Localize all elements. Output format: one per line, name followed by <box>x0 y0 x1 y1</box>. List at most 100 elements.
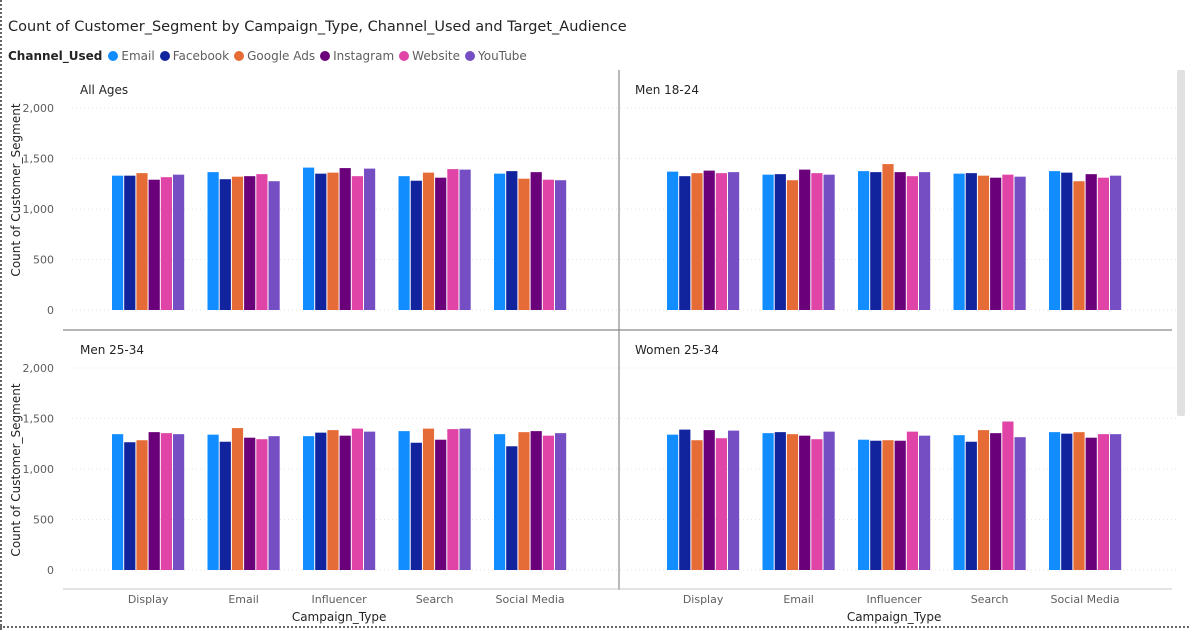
legend-label: Email <box>121 49 155 63</box>
bar-all-ages-influencer-google-ads <box>327 172 339 310</box>
bar-all-ages-display-google-ads <box>136 173 148 310</box>
y-tick-label: 0 <box>47 304 54 317</box>
bar-all-ages-email-website <box>256 174 268 310</box>
bar-men-18-24-social-media-email <box>1049 171 1061 310</box>
panel-label-men-18-24: Men 18-24 <box>635 83 699 97</box>
bar-all-ages-social-media-youtube <box>555 180 567 310</box>
bar-women-25-34-influencer-youtube <box>919 435 931 570</box>
bar-women-25-34-search-facebook <box>965 441 977 570</box>
bar-all-ages-influencer-facebook <box>315 173 327 310</box>
bar-women-25-34-search-youtube <box>1014 437 1026 570</box>
y-axis-title: Count of Customer_Segment <box>9 103 23 276</box>
bar-men-18-24-email-google-ads <box>786 180 799 310</box>
bar-men-25-34-social-media-email <box>494 434 506 570</box>
bar-men-18-24-search-website <box>1002 174 1014 310</box>
bar-women-25-34-email-instagram <box>799 435 811 570</box>
y-tick-label: 1,000 <box>23 203 55 216</box>
y-tick-label: 2,000 <box>23 362 55 375</box>
bar-women-25-34-email-youtube <box>823 431 835 570</box>
bar-men-25-34-social-media-facebook <box>506 446 518 570</box>
vertical-scrollbar[interactable] <box>1177 70 1185 416</box>
bar-men-18-24-display-youtube <box>728 172 740 310</box>
panel-label-all-ages: All Ages <box>80 83 128 97</box>
bar-women-25-34-influencer-facebook <box>870 440 882 570</box>
legend-marker <box>320 51 331 61</box>
bar-women-25-34-social-media-instagram <box>1085 437 1097 570</box>
bar-men-25-34-display-instagram <box>148 432 160 570</box>
bar-men-18-24-display-email <box>667 171 679 310</box>
bar-all-ages-search-google-ads <box>422 172 435 310</box>
frame-border-bottom <box>0 626 1189 628</box>
legend-label: Instagram <box>333 49 395 63</box>
bar-all-ages-display-instagram <box>148 179 160 310</box>
bar-men-18-24-email-website <box>811 173 823 310</box>
bar-men-18-24-search-google-ads <box>977 175 990 310</box>
bar-women-25-34-email-website <box>811 439 823 570</box>
bar-women-25-34-influencer-email <box>858 439 870 570</box>
bar-women-25-34-social-media-email <box>1049 432 1061 570</box>
bar-men-25-34-influencer-facebook <box>315 432 327 570</box>
bar-men-25-34-social-media-youtube <box>555 433 567 570</box>
bar-men-18-24-influencer-youtube <box>919 172 931 310</box>
x-axis-title: Campaign_Type <box>292 610 387 624</box>
bar-men-25-34-search-google-ads <box>422 428 435 570</box>
bar-women-25-34-display-facebook <box>679 429 691 570</box>
legend-item-youtube[interactable]: YouTube <box>465 49 527 63</box>
bar-all-ages-social-media-email <box>494 173 506 310</box>
legend-item-email[interactable]: Email <box>108 49 155 63</box>
legend-item-facebook[interactable]: Facebook <box>159 49 230 63</box>
bar-men-18-24-email-youtube <box>823 174 835 310</box>
legend-item-instagram[interactable]: Instagram <box>320 49 394 63</box>
bar-all-ages-display-email <box>112 175 124 310</box>
bar-men-25-34-influencer-email <box>303 436 315 570</box>
bar-men-18-24-social-media-website <box>1097 177 1109 310</box>
bar-all-ages-email-email <box>207 172 219 310</box>
legend-item-google-ads[interactable]: Google Ads <box>234 49 315 63</box>
x-tick-label: Search <box>416 593 454 606</box>
legend-label: Facebook <box>172 49 230 63</box>
bar-men-18-24-influencer-instagram <box>894 172 906 310</box>
y-tick-label: 0 <box>47 564 54 577</box>
bar-all-ages-display-facebook <box>124 175 136 310</box>
bar-men-18-24-influencer-email <box>858 171 870 310</box>
bar-men-18-24-display-instagram <box>703 170 715 310</box>
y-tick-label: 1,000 <box>23 463 55 476</box>
bar-men-18-24-search-facebook <box>965 173 977 310</box>
bar-women-25-34-search-instagram <box>990 433 1002 570</box>
bar-all-ages-email-facebook <box>219 179 231 310</box>
x-axis-title: Campaign_Type <box>847 610 942 624</box>
bar-men-18-24-influencer-facebook <box>870 172 882 310</box>
bar-women-25-34-display-website <box>715 438 727 570</box>
bar-all-ages-email-instagram <box>244 176 256 310</box>
x-tick-label: Email <box>783 593 814 606</box>
bar-men-25-34-search-youtube <box>459 428 471 570</box>
legend-title: Channel_Used <box>8 49 103 63</box>
x-tick-label: Influencer <box>866 593 922 606</box>
chart-title: Count of Customer_Segment by Campaign_Ty… <box>8 19 627 35</box>
bar-women-25-34-email-google-ads <box>786 434 799 570</box>
bar-women-25-34-display-youtube <box>728 430 740 570</box>
bar-men-18-24-influencer-google-ads <box>882 164 894 310</box>
legend-marker <box>465 51 475 61</box>
frame-border-left <box>0 0 2 630</box>
bar-men-25-34-email-google-ads <box>231 428 244 570</box>
bar-men-25-34-influencer-youtube <box>364 431 376 570</box>
bar-men-18-24-social-media-google-ads <box>1073 181 1085 310</box>
legend-item-website[interactable]: Website <box>399 49 460 63</box>
legend: Channel_Used Email Facebook Google Ads Inst… <box>8 49 532 63</box>
bar-all-ages-email-google-ads <box>231 176 244 310</box>
bar-men-25-34-email-facebook <box>219 441 231 570</box>
bar-women-25-34-search-email <box>953 435 965 570</box>
y-axis-title: Count of Customer_Segment <box>9 383 23 556</box>
bar-women-25-34-search-website <box>1002 421 1014 570</box>
bar-all-ages-influencer-email <box>303 167 315 310</box>
bar-men-25-34-display-youtube <box>173 434 185 570</box>
legend-marker <box>108 51 119 61</box>
bar-women-25-34-display-google-ads <box>691 440 703 570</box>
bar-all-ages-search-instagram <box>435 177 447 310</box>
x-tick-label: Influencer <box>311 593 367 606</box>
bar-men-25-34-display-google-ads <box>136 440 148 570</box>
y-tick-label: 500 <box>33 254 54 267</box>
bar-women-25-34-email-email <box>762 433 774 570</box>
